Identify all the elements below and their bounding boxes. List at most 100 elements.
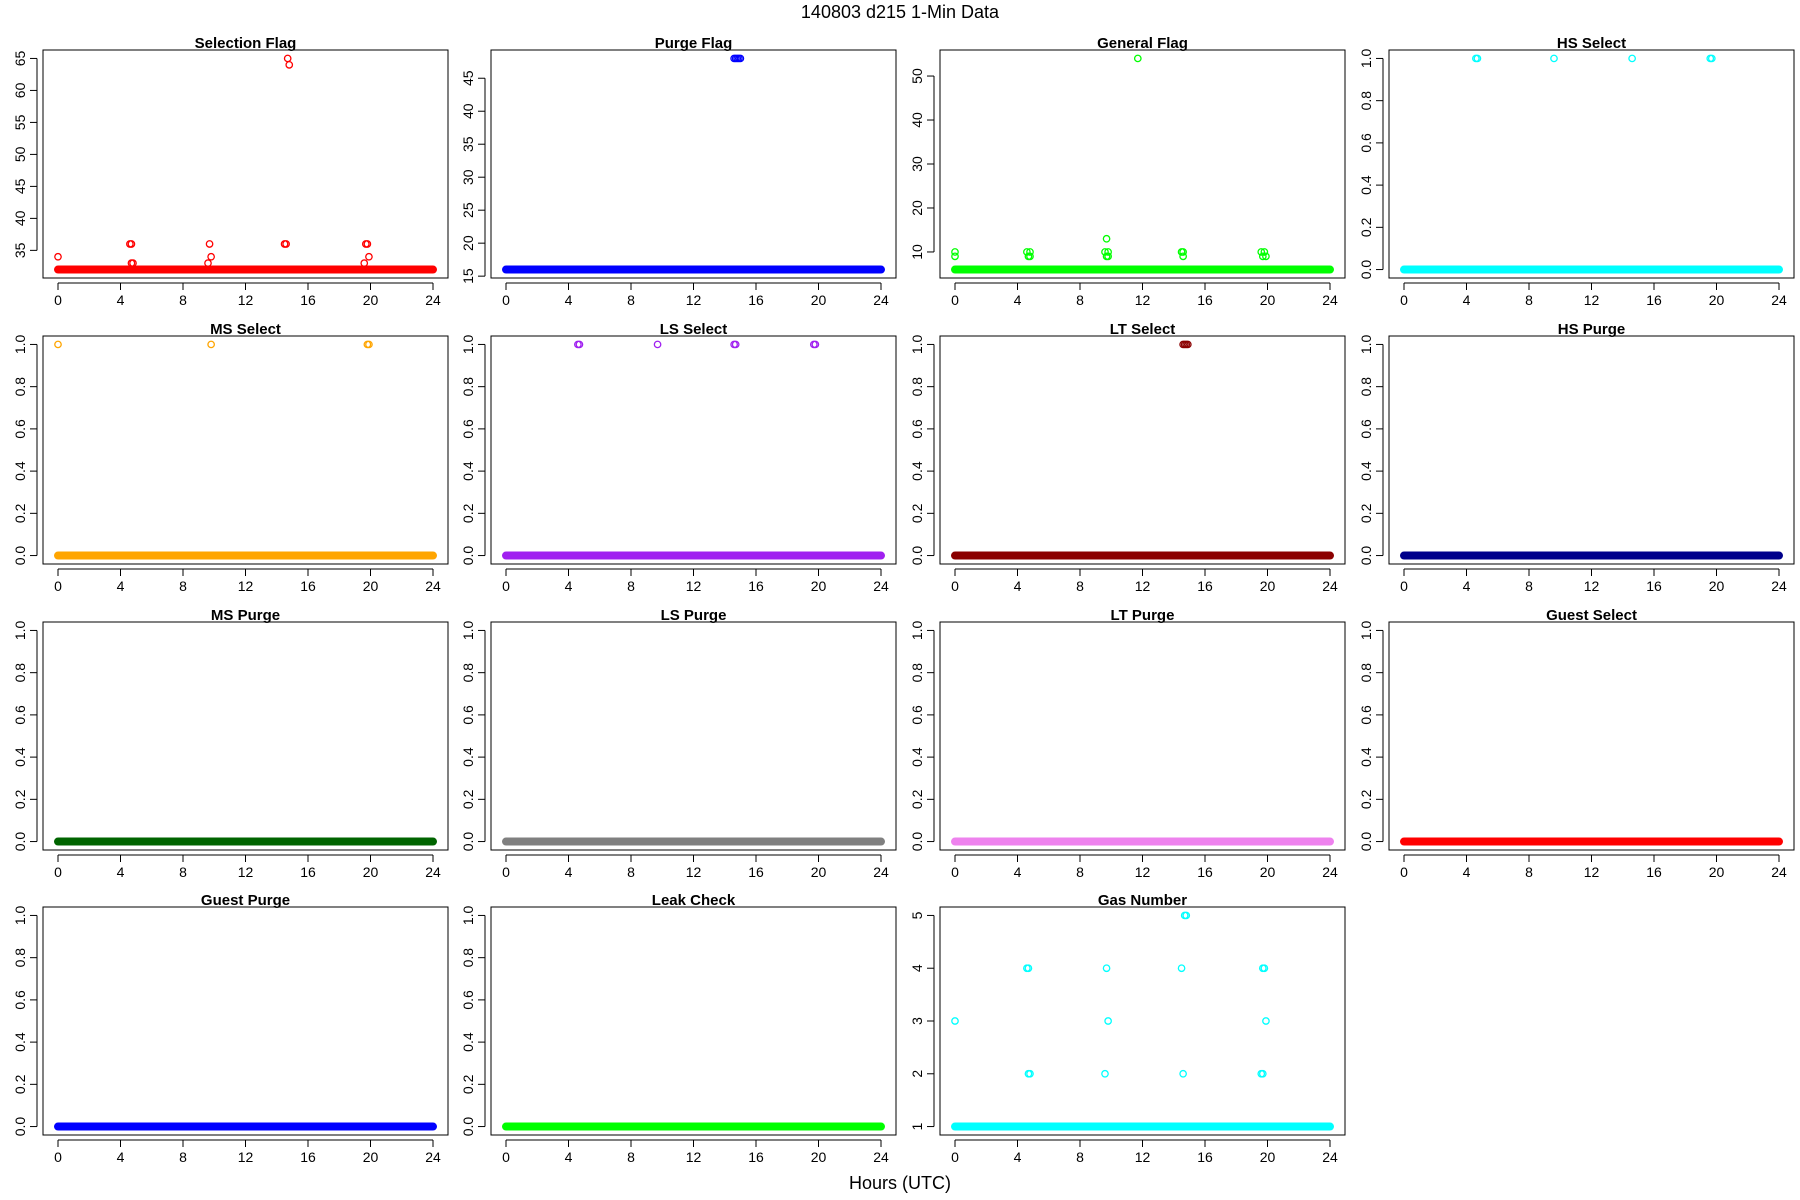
y-tick-label: 0.0 bbox=[1358, 260, 1374, 280]
y-tick-label: 1.0 bbox=[460, 335, 476, 355]
panel-ls-select: LS Select 0 4 8 12 16 20 24 0.0 0.2 0.4 0.6 0.8 1.0 bbox=[460, 321, 897, 594]
x-tick-label: 12 bbox=[686, 578, 702, 594]
data-point bbox=[365, 340, 373, 349]
panel-title: Guest Purge bbox=[201, 892, 290, 909]
plot-frame bbox=[42, 49, 449, 279]
x-tick-label: 20 bbox=[1260, 578, 1276, 594]
plot-frame bbox=[939, 906, 1346, 1136]
x-tick-label: 24 bbox=[425, 1149, 441, 1165]
x-tick-label: 16 bbox=[1646, 292, 1662, 308]
y-tick-label: 60 bbox=[12, 82, 28, 98]
data-point bbox=[285, 60, 294, 69]
y-tick-label: 20 bbox=[460, 235, 476, 251]
x-tick-label: 16 bbox=[748, 578, 764, 594]
y-tick-label: 0.2 bbox=[460, 789, 476, 809]
x-tick-label: 16 bbox=[300, 578, 316, 594]
x-tick-label: 8 bbox=[1076, 292, 1084, 308]
y-tick-label: 0.8 bbox=[460, 663, 476, 683]
x-tick-label: 16 bbox=[1197, 1149, 1213, 1165]
x-tick-label: 24 bbox=[1322, 864, 1338, 880]
y-tick-label: 0.4 bbox=[1358, 175, 1374, 195]
data-point bbox=[1262, 1017, 1270, 1025]
x-tick-label: 20 bbox=[811, 578, 827, 594]
x-tick-label: 16 bbox=[748, 292, 764, 308]
y-tick-label: 0.8 bbox=[12, 377, 28, 397]
panel-hs-purge: HS Purge 0 4 8 12 16 20 24 0.0 0.2 0.4 0.6 0.8 1.0 bbox=[1358, 321, 1795, 594]
x-tick-label: 4 bbox=[565, 864, 573, 880]
x-tick-label: 12 bbox=[686, 864, 702, 880]
data-point bbox=[951, 248, 959, 256]
y-tick-label: 1.0 bbox=[12, 335, 28, 355]
x-tick-label: 0 bbox=[54, 1149, 62, 1165]
y-tick-label: 0.2 bbox=[909, 503, 925, 523]
x-tick-label: 0 bbox=[1400, 864, 1408, 880]
y-tick-label: 4 bbox=[909, 964, 925, 972]
x-tick-label: 8 bbox=[1525, 864, 1533, 880]
x-tick-label: 0 bbox=[1400, 292, 1408, 308]
y-tick-label: 5 bbox=[909, 911, 925, 919]
plot-frame bbox=[939, 49, 1346, 279]
x-tick-label: 8 bbox=[627, 578, 635, 594]
y-tick-label: 0.4 bbox=[1358, 461, 1374, 481]
x-tick-label: 20 bbox=[811, 1149, 827, 1165]
y-tick-label: 30 bbox=[909, 156, 925, 172]
x-tick-label: 8 bbox=[1076, 578, 1084, 594]
data-point bbox=[1707, 54, 1716, 63]
x-tick-label: 4 bbox=[1463, 864, 1471, 880]
panel-title: HS Purge bbox=[1558, 321, 1626, 338]
x-tick-label: 24 bbox=[1771, 578, 1787, 594]
y-tick-label: 0.6 bbox=[1358, 705, 1374, 725]
y-tick-label: 1.0 bbox=[12, 906, 28, 926]
plot-frame bbox=[939, 335, 1346, 565]
x-tick-label: 20 bbox=[363, 864, 379, 880]
x-tick-label: 4 bbox=[1014, 1149, 1022, 1165]
x-tick-label: 0 bbox=[1400, 578, 1408, 594]
x-tick-label: 24 bbox=[1322, 292, 1338, 308]
x-tick-label: 12 bbox=[238, 864, 254, 880]
panel-title: Guest Select bbox=[1546, 607, 1637, 624]
y-tick-label: 0.4 bbox=[1358, 747, 1374, 767]
x-tick-label: 16 bbox=[1197, 292, 1213, 308]
x-tick-label: 20 bbox=[1260, 864, 1276, 880]
panel-title: LS Purge bbox=[661, 607, 727, 624]
x-tick-label: 20 bbox=[811, 864, 827, 880]
panel-title: MS Purge bbox=[211, 607, 280, 624]
y-tick-label: 0.6 bbox=[12, 990, 28, 1010]
y-tick-label: 0.0 bbox=[909, 832, 925, 852]
y-tick-label: 0.6 bbox=[1358, 133, 1374, 153]
x-tick-label: 24 bbox=[873, 864, 889, 880]
y-tick-label: 1.0 bbox=[460, 621, 476, 641]
data-point bbox=[360, 259, 369, 268]
y-tick-label: 0.2 bbox=[1358, 789, 1374, 809]
y-tick-label: 65 bbox=[12, 50, 28, 66]
x-tick-label: 20 bbox=[363, 1149, 379, 1165]
y-tick-label: 0.6 bbox=[12, 705, 28, 725]
x-tick-label: 4 bbox=[565, 578, 573, 594]
data-point bbox=[731, 340, 740, 349]
y-tick-label: 0.8 bbox=[12, 663, 28, 683]
panel-leak-check: Leak Check 0 4 8 12 16 20 24 0.0 0.2 0.4 0.6 0.8 1.0 bbox=[460, 892, 897, 1165]
y-tick-label: 0.8 bbox=[909, 663, 925, 683]
data-point bbox=[1177, 964, 1186, 973]
x-tick-label: 24 bbox=[425, 864, 441, 880]
y-tick-label: 1.0 bbox=[909, 335, 925, 355]
y-tick-label: 0.4 bbox=[460, 1032, 476, 1052]
panel-title: Gas Number bbox=[1098, 892, 1187, 909]
y-tick-label: 0.0 bbox=[909, 546, 925, 566]
data-point bbox=[1183, 340, 1192, 349]
y-tick-label: 1.0 bbox=[1358, 49, 1374, 69]
panel-title: MS Select bbox=[210, 321, 281, 338]
x-tick-label: 4 bbox=[1014, 578, 1022, 594]
data-point bbox=[1179, 248, 1187, 256]
data-point bbox=[951, 1017, 959, 1025]
x-tick-label: 8 bbox=[1525, 292, 1533, 308]
x-tick-label: 4 bbox=[117, 292, 125, 308]
x-tick-label: 0 bbox=[951, 292, 959, 308]
x-axis-label: Hours (UTC) bbox=[849, 1173, 951, 1193]
data-point bbox=[736, 54, 745, 63]
y-tick-label: 0.8 bbox=[12, 948, 28, 968]
y-tick-label: 40 bbox=[909, 112, 925, 128]
x-tick-label: 0 bbox=[502, 292, 510, 308]
data-point bbox=[1258, 252, 1267, 261]
y-tick-label: 0.8 bbox=[909, 377, 925, 397]
